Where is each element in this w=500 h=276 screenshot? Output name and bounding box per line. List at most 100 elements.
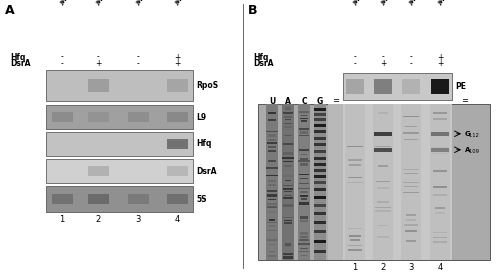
Bar [267,239,277,241]
Bar [314,113,326,115]
Text: 4: 4 [174,216,180,224]
Bar [432,132,448,134]
Bar [284,165,292,167]
Bar [377,236,389,238]
Bar [128,193,148,205]
Bar [166,139,188,149]
Bar [269,251,275,252]
Bar [314,150,326,153]
Bar [434,170,446,172]
Bar [348,228,362,229]
Bar [373,104,393,260]
Bar [431,148,449,152]
Bar [401,104,421,260]
Bar [300,216,308,219]
Text: -: - [354,60,356,68]
Bar [374,148,392,152]
Text: -: - [136,60,140,68]
Text: Hfq: Hfq [253,52,268,62]
Text: C: C [301,97,307,105]
Bar [378,112,388,114]
Bar [285,107,291,110]
Bar [283,152,293,155]
Text: 4: 4 [438,264,442,272]
Bar [268,199,276,200]
Bar [314,157,326,160]
Bar [267,194,277,197]
Bar [285,243,291,246]
Bar [314,204,326,206]
Bar [268,160,276,162]
Bar [46,159,193,183]
Text: +: + [174,60,180,68]
Bar [166,79,188,92]
Text: -: - [96,52,100,62]
Bar [284,143,292,145]
Text: -: - [410,52,412,62]
Bar [314,163,326,166]
Bar [374,132,392,136]
Bar [300,115,308,116]
Text: -: - [60,60,64,68]
Bar [268,222,276,223]
Bar [299,111,309,113]
Bar [435,207,445,209]
Bar [266,175,278,176]
Bar [88,112,108,122]
Text: DsrA: DsrA [196,166,216,176]
Bar [314,250,326,253]
Bar [314,130,326,132]
Bar [268,184,276,186]
Bar [52,112,72,122]
Text: A: A [465,147,470,153]
Bar [268,206,276,208]
Bar [283,175,293,177]
Bar [346,79,364,94]
Bar [348,177,362,178]
Bar [377,187,389,189]
Bar [345,104,365,260]
Bar [314,143,326,145]
Bar [431,79,449,94]
Bar [88,193,108,205]
Bar [403,132,419,134]
Bar [267,142,277,144]
Text: 1: 1 [352,264,358,272]
Bar [402,79,420,94]
Text: -: - [136,52,140,62]
Text: 2: 2 [380,264,386,272]
Text: JW4130 (pACYC184): JW4130 (pACYC184) [136,0,183,6]
Bar [314,240,326,243]
Bar [268,219,276,221]
Bar [314,108,326,110]
Bar [349,164,361,166]
Bar [166,112,188,122]
Bar [298,160,310,162]
Bar [378,225,388,226]
Text: -109: -109 [468,149,480,154]
Bar [375,210,391,212]
Bar [267,203,277,206]
Bar [268,225,276,227]
Bar [348,249,362,251]
Bar [266,167,278,169]
Bar [298,202,310,205]
Bar [300,158,308,160]
Text: -: - [354,52,356,62]
Bar [268,112,276,114]
Text: B: B [248,4,258,17]
Bar [88,166,108,176]
Bar [432,153,448,154]
Bar [300,163,308,166]
Bar [434,112,446,114]
Text: -: - [410,60,412,68]
Bar [314,230,326,232]
Bar [268,119,276,121]
Bar [314,196,326,198]
Bar [268,244,276,245]
Text: Hfq: Hfq [10,52,26,62]
Bar [283,256,293,259]
Bar [166,193,188,205]
Text: +: + [174,52,180,62]
Bar [284,197,292,199]
